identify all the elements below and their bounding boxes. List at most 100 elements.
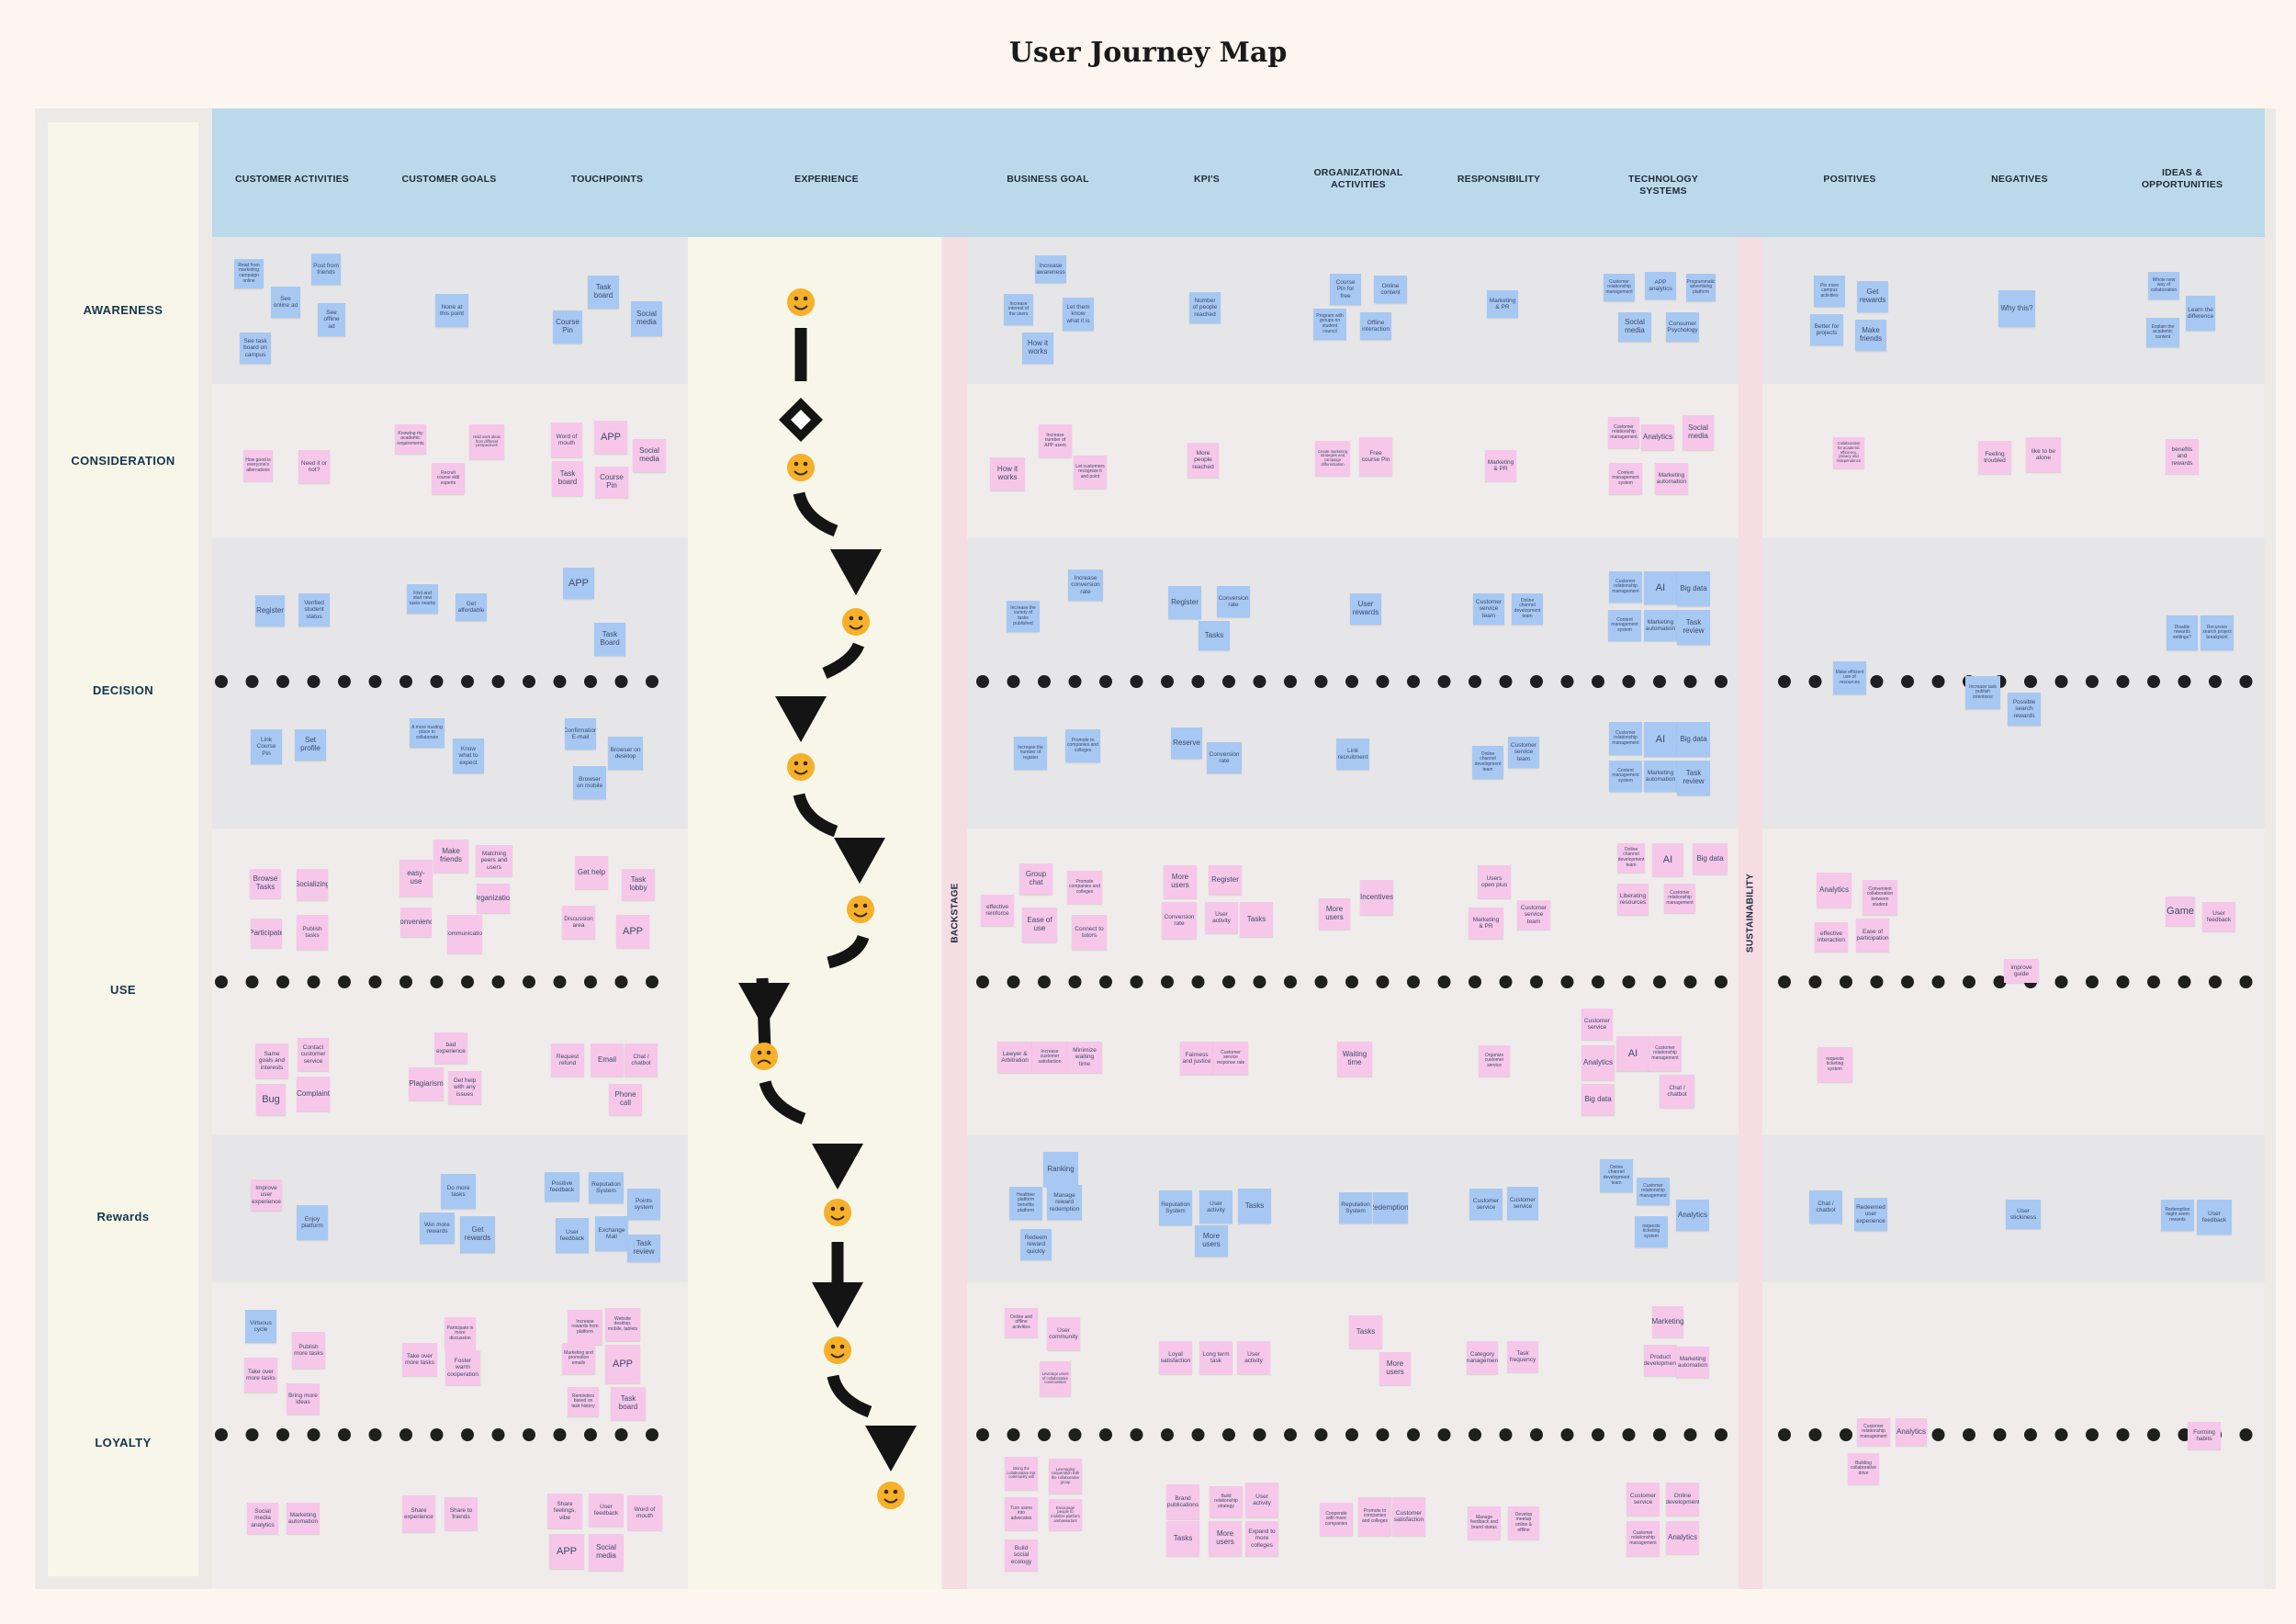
sticky-note[interactable]: Customer relationship management [1626,1521,1660,1556]
sticky-note[interactable]: Analytics [1581,1045,1615,1080]
sticky-note[interactable]: Marketing automation [1655,463,1688,494]
sticky-note[interactable]: Reputation System [1339,1192,1372,1224]
sticky-note[interactable]: Get rewards [1857,281,1888,312]
sticky-note[interactable]: How it works [1022,333,1053,364]
sticky-note[interactable]: Publish tasks [297,915,328,950]
sticky-note[interactable]: Online development [1666,1483,1699,1516]
sticky-note[interactable]: User feedback [589,1494,624,1527]
sticky-note[interactable]: Collaboration for academic efficiency, p… [1833,437,1864,468]
sticky-note[interactable]: User activity [1237,1341,1270,1374]
sticky-note[interactable]: Big data [1677,571,1710,606]
sticky-note[interactable]: Customer relationship management [1857,1418,1890,1446]
sticky-note[interactable]: Tasks [1349,1315,1382,1348]
sticky-note[interactable]: Online channel development team [1512,593,1543,625]
sticky-note[interactable]: Get help with any issues [448,1071,481,1104]
sticky-note[interactable]: Do more tasks [441,1174,476,1209]
sticky-note[interactable]: See offline ad [318,303,345,336]
sticky-note[interactable]: requests ticketing system [1818,1047,1852,1082]
sticky-note[interactable]: Customer service [1626,1483,1660,1516]
sticky-note[interactable]: Waiting time [1337,1042,1372,1077]
sticky-note[interactable]: Develop meetup online & offline [1508,1506,1539,1539]
sticky-note[interactable]: AI [1616,1036,1649,1071]
sticky-note[interactable]: Know what to expect [453,739,484,773]
sticky-note[interactable]: APP [616,915,649,948]
sticky-note[interactable]: Customer relationship management [1637,1178,1670,1205]
sticky-note[interactable]: Course Pin [553,310,582,344]
sticky-note[interactable]: Possible search rewards [2008,693,2041,726]
sticky-note[interactable]: Get help [575,856,608,889]
sticky-note[interactable]: Social media [589,1534,624,1571]
sticky-note[interactable]: Social media analytics [247,1503,278,1534]
sticky-note[interactable]: Task review [1677,610,1710,645]
sticky-note[interactable]: Socializing [297,869,328,900]
sticky-note[interactable]: Reputation System [1159,1190,1192,1225]
sticky-note[interactable]: Liberating resources [1617,884,1649,915]
sticky-note[interactable]: Customer satisfaction [1392,1497,1425,1536]
sticky-note[interactable]: Category management [1467,1341,1498,1374]
sticky-note[interactable]: Customer relationship management [1608,417,1639,448]
sticky-note[interactable]: Customer service [1469,1189,1503,1220]
sticky-note[interactable]: Task lobby [622,869,655,900]
sticky-note[interactable]: Take over more tasks [244,1358,277,1393]
sticky-note[interactable]: Content management system [1609,761,1642,792]
sticky-note[interactable]: Plagiarism [409,1067,444,1100]
sticky-note[interactable]: Leverage users of collaborative communit… [1040,1361,1071,1396]
sticky-note[interactable]: Get rewards [460,1216,495,1253]
sticky-note[interactable]: Register [255,595,285,626]
sticky-note[interactable]: User feedback [556,1218,589,1253]
sticky-note[interactable]: Positive feedback [545,1172,580,1201]
sticky-note[interactable]: Chat / chatbot [1809,1190,1842,1224]
sticky-note[interactable]: User activity [1205,902,1238,933]
sticky-note[interactable]: Participate [251,919,282,948]
sticky-note[interactable]: Offline interaction [1360,312,1391,340]
sticky-note[interactable]: Make efficient use of resources [1833,661,1866,694]
sticky-note[interactable]: Customer relationship management [1609,722,1642,755]
sticky-note[interactable]: User activity [1245,1483,1278,1517]
sticky-note[interactable]: Marketing and promotion emails [562,1343,595,1374]
sticky-note[interactable]: AI [1644,722,1677,757]
sticky-note[interactable]: Task Board [594,623,625,656]
sticky-note[interactable]: Content management system [1609,463,1642,494]
sticky-note[interactable]: Complaint [297,1077,330,1111]
sticky-note[interactable]: like to be alone [2026,437,2061,472]
sticky-note[interactable]: Being the collaborative mix community wi… [1005,1457,1038,1490]
sticky-note[interactable]: Create marketing strategies and campaign… [1315,441,1350,476]
sticky-note[interactable]: Healthier platform benefits platform [1009,1187,1042,1220]
sticky-note[interactable]: Marketing & PR [1487,290,1518,318]
sticky-note[interactable]: Improve user experience [251,1179,282,1211]
sticky-note[interactable]: User feedback [2202,902,2235,931]
sticky-note[interactable]: More users [1195,1225,1228,1257]
sticky-note[interactable]: Browser on desktop [608,737,643,770]
sticky-note[interactable]: Tasks [1238,1189,1271,1224]
sticky-note[interactable]: Register [1168,586,1201,619]
sticky-note[interactable]: Increase task publish intentions [1965,676,2000,709]
sticky-note[interactable]: Conversion rate [1207,742,1242,773]
sticky-note[interactable]: More users [1164,865,1197,898]
sticky-note[interactable]: More people reached [1187,443,1219,478]
sticky-note[interactable]: More users [1379,1352,1411,1385]
sticky-note[interactable]: Make friends [1855,320,1886,351]
sticky-note[interactable]: APP [549,1534,584,1569]
sticky-note[interactable]: Online content [1374,276,1407,303]
sticky-note[interactable]: Customer relationship management [1604,274,1635,301]
sticky-note[interactable]: Knowing my academic requirements [395,424,426,454]
sticky-note[interactable]: A more trusting place to collaborate [410,718,445,748]
sticky-note[interactable]: benefits and rewards [2166,439,2199,474]
sticky-note[interactable]: Recruit course skill experts [432,463,465,494]
sticky-note[interactable]: User activity [1199,1190,1232,1224]
sticky-note[interactable]: User stickiness [2006,1200,2041,1229]
sticky-note[interactable]: Redeem reward quickly [1020,1229,1052,1260]
sticky-note[interactable]: User community [1047,1317,1080,1350]
sticky-note[interactable]: Pin more campus activities [1814,276,1845,307]
sticky-note[interactable]: Discussion area [562,906,595,939]
sticky-note[interactable]: Forming habits [2188,1422,2221,1449]
sticky-note[interactable]: Increase awareness [1035,255,1066,283]
sticky-note[interactable]: Consumer Psychology [1666,312,1699,342]
sticky-note[interactable]: Get affordable [456,593,487,621]
sticky-note[interactable]: Redemptions [1373,1192,1408,1224]
sticky-note[interactable]: Big data [1693,843,1728,874]
sticky-note[interactable]: Program with groups on student council [1313,309,1346,340]
sticky-note[interactable]: Communication [447,915,482,953]
sticky-note[interactable]: Word of mouth [551,423,582,457]
sticky-note[interactable]: Conversion rate [1217,586,1250,617]
